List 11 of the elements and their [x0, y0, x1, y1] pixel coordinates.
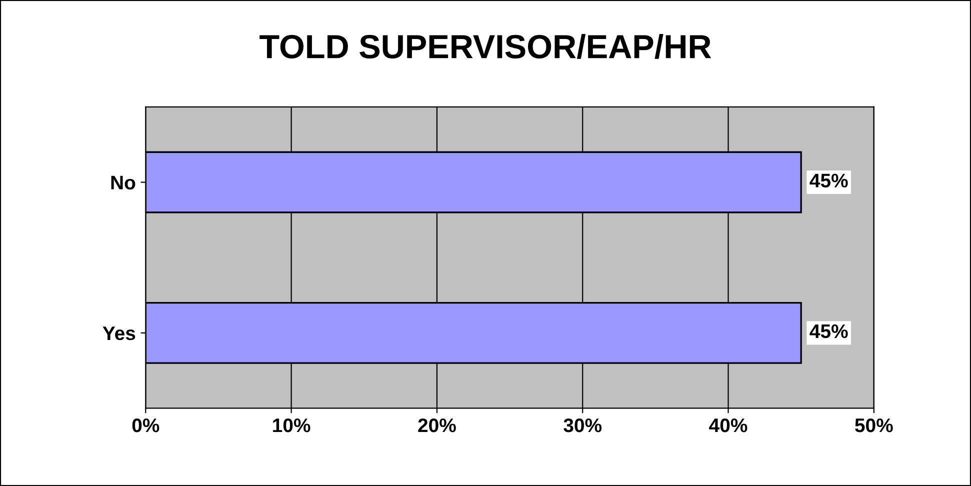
data-label: 45% [810, 324, 848, 338]
y-tick-label: No [111, 176, 136, 190]
x-tick-label: 50% [855, 418, 893, 432]
data-label: 45% [810, 174, 848, 188]
x-tick-label: 0% [132, 418, 160, 432]
x-tick-label: 30% [564, 418, 602, 432]
x-tick-label: 40% [709, 418, 748, 432]
chart-title: TOLD SUPERVISOR/EAP/HR [260, 34, 712, 59]
y-tick-label: Yes [102, 326, 136, 340]
x-tick-label: 10% [273, 418, 310, 432]
x-tick-label: 20% [418, 418, 456, 432]
